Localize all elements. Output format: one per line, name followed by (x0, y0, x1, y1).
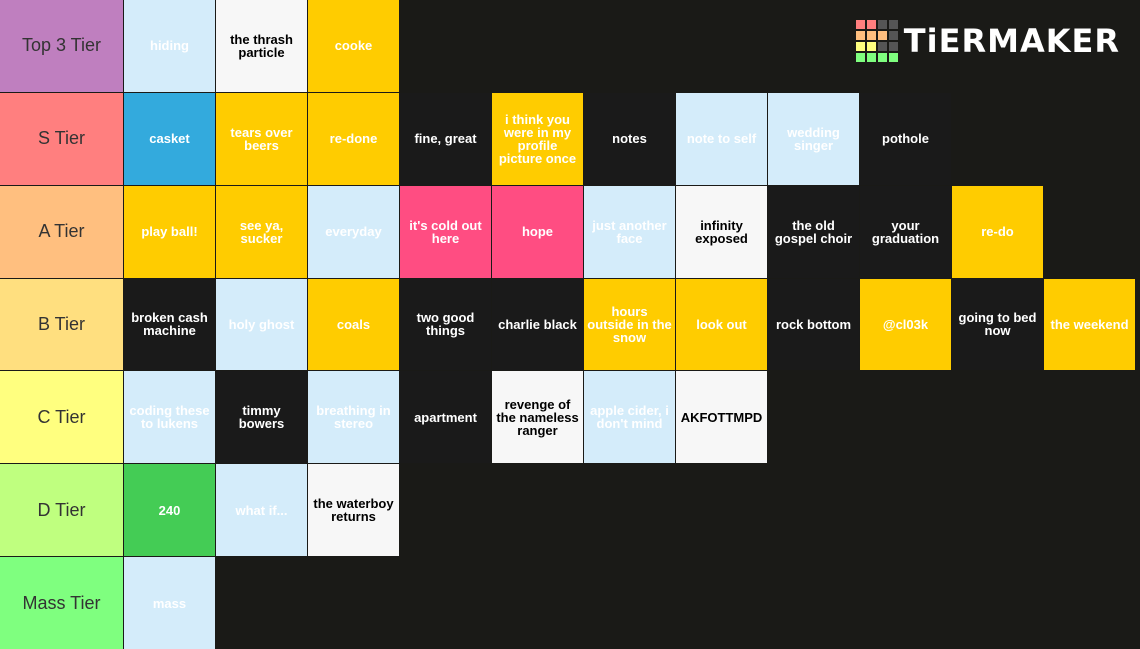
tier-item: note to self (676, 92, 767, 185)
tier-item: 240 (124, 464, 215, 557)
tier-label: A Tier (0, 185, 123, 278)
tier-item: coding these to lukens (124, 371, 215, 464)
tier-item: wedding singer (768, 92, 859, 185)
tier-item: it's cold out here (400, 185, 491, 278)
tier-item: the waterboy returns (308, 464, 399, 557)
tier-item: apartment (400, 371, 491, 464)
tier-item: look out (676, 278, 767, 371)
tier-item: infinity exposed (676, 185, 767, 278)
tier-label: Mass Tier (0, 557, 123, 649)
tier-row: S Tier casket tears over beers re-done fine,… (0, 92, 1140, 185)
tier-item: just another face (584, 185, 675, 278)
tier-item: holy ghost (216, 278, 307, 371)
tier-item: tears over beers (216, 92, 307, 185)
tier-item: re-do (952, 185, 1043, 278)
tier-item: the thrash particle (216, 0, 307, 92)
tier-item: two good things (400, 278, 491, 371)
tier-item: re-done (308, 92, 399, 185)
tier-label: D Tier (0, 464, 123, 557)
tier-item: the weekend (1044, 278, 1135, 371)
logo-icon (855, 20, 898, 62)
tier-item: charlie black (492, 278, 583, 371)
tier-label: S Tier (0, 92, 123, 185)
tier-row: Mass Tier mass (0, 557, 1140, 649)
tier-item: mass (124, 557, 215, 649)
tier-item: what if... (216, 464, 307, 557)
tier-item: hope (492, 185, 583, 278)
tier-item: broken cash machine (124, 278, 215, 371)
tier-item: hiding (124, 0, 215, 92)
tier-item: going to bed now (952, 278, 1043, 371)
tier-row: A Tier play ball! see ya, sucker everyday it… (0, 185, 1140, 278)
tier-item: hours outside in the snow (584, 278, 675, 371)
tier-item: i think you were in my profile picture o… (492, 92, 583, 185)
logo: TiERMAKER (855, 20, 1120, 62)
tier-item: everyday (308, 185, 399, 278)
logo-text: TiERMAKER (903, 22, 1120, 60)
tier-item: AKFOTTMPD (676, 371, 767, 464)
tier-item: timmy bowers (216, 371, 307, 464)
tier-item: play ball! (124, 185, 215, 278)
tier-item: coals (308, 278, 399, 371)
tier-row: D Tier 240 what if... the waterboy returns (0, 464, 1140, 557)
tier-row: Top 3 Tier hiding the thrash particle cooke (0, 0, 1140, 92)
tier-item: casket (124, 92, 215, 185)
tier-row: B Tier broken cash machine holy ghost coals… (0, 278, 1140, 371)
tier-item: rock bottom (768, 278, 859, 371)
tier-label: C Tier (0, 371, 123, 464)
tier-item: revenge of the nameless ranger (492, 371, 583, 464)
tier-label: B Tier (0, 278, 123, 371)
tier-item: apple cider, i don't mind (584, 371, 675, 464)
tier-item: breathing in stereo (308, 371, 399, 464)
tier-row: C Tier coding these to lukens timmy bowers… (0, 371, 1140, 464)
tier-item: your graduation (860, 185, 951, 278)
tier-label: Top 3 Tier (0, 0, 123, 92)
tier-item: see ya, sucker (216, 185, 307, 278)
tier-item: fine, great (400, 92, 491, 185)
tier-item: @cl03k (860, 278, 951, 371)
tier-item: cooke (308, 0, 399, 92)
tier-item: pothole (860, 92, 951, 185)
tier-item: notes (584, 92, 675, 185)
tier-item: the old gospel choir (768, 185, 859, 278)
